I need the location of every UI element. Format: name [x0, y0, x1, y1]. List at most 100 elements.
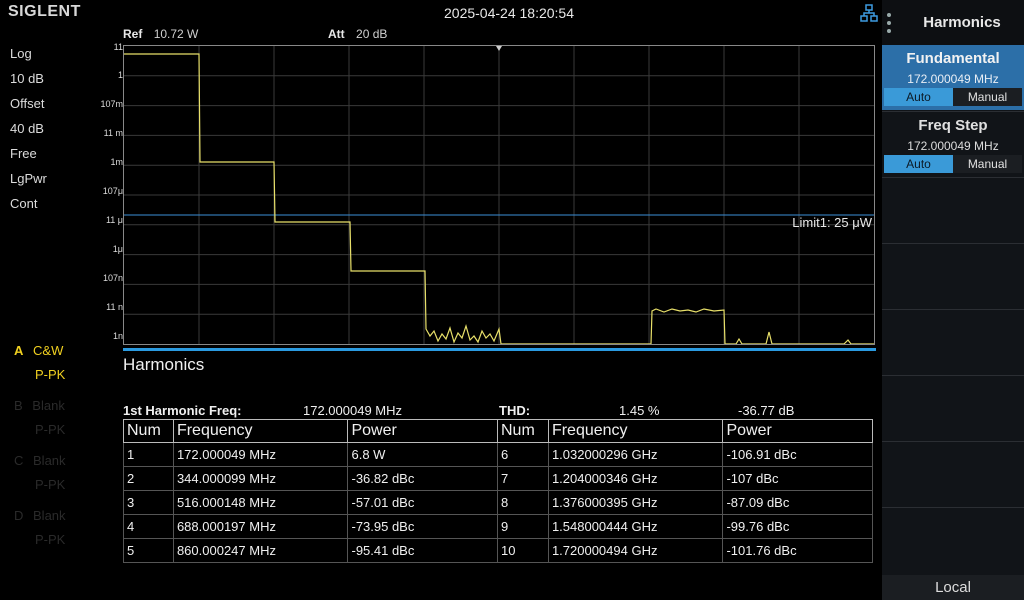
y-label: 11 n [106, 302, 123, 312]
thd-label: THD: [499, 403, 531, 418]
scale-type: Log [10, 46, 32, 61]
harmonic-frequency: 1.720000494 GHz [547, 538, 724, 563]
harmonic-num: 1 [123, 442, 174, 467]
harmonic-frequency: 1.548000444 GHz [547, 514, 724, 539]
trace-letter: B [14, 398, 23, 413]
limit-label: Limit1: 25 μW [792, 215, 872, 230]
harmonic-frequency: 1.204000346 GHz [547, 466, 724, 491]
network-icon [860, 4, 878, 22]
softkey-empty[interactable] [882, 507, 1024, 574]
softkey-empty[interactable] [882, 309, 1024, 375]
trace-letter: A [14, 343, 24, 358]
col-power: Power [347, 419, 498, 443]
trace-a-curve [124, 53, 874, 345]
offset-value: 40 dB [10, 121, 44, 136]
spectrum-plot[interactable]: Limit1: 25 μW [123, 45, 875, 345]
trace-a[interactable]: A C&W P-PK [14, 343, 65, 382]
table-row: 4 688.000197 MHz -73.95 dBc [123, 514, 498, 539]
fundamental-mode-toggle[interactable]: Auto Manual [884, 88, 1022, 106]
harmonic-power: -87.09 dBc [722, 490, 873, 515]
local-button[interactable]: Local [882, 575, 1024, 600]
harmonic-num: 5 [123, 538, 174, 563]
trace-d[interactable]: D Blank P-PK [14, 508, 66, 547]
table-row: 8 1.376000395 GHz -87.09 dBc [497, 490, 873, 515]
harmonic-power: -106.91 dBc [722, 442, 873, 467]
divider-bar [123, 348, 876, 351]
freq-step-softkey[interactable]: Freq Step 172.000049 MHz Auto Manual [882, 111, 1024, 176]
menu-handle-icon[interactable] [887, 13, 891, 37]
trace-mode: Blank [33, 453, 66, 468]
softkey-empty[interactable] [882, 441, 1024, 507]
harmonic-power: -99.76 dBc [722, 514, 873, 539]
table-row: 9 1.548000444 GHz -99.76 dBc [497, 514, 873, 539]
harmonic-frequency: 516.000148 MHz [172, 490, 349, 515]
first-harmonic-label: 1st Harmonic Freq: [123, 403, 242, 418]
first-harmonic-value: 172.000049 MHz [303, 403, 403, 418]
fundamental-value: 172.000049 MHz [907, 72, 999, 86]
grid [124, 46, 874, 344]
menu-title: Harmonics [923, 14, 1001, 31]
freq-step-mode-toggle[interactable]: Auto Manual [884, 155, 1022, 173]
col-num: Num [497, 419, 549, 443]
spectrum-svg [124, 46, 874, 345]
fundamental-softkey[interactable]: Fundamental 172.000049 MHz Auto Manual [882, 45, 1024, 110]
center-marker [496, 46, 502, 51]
fundamental-auto-option[interactable]: Auto [884, 88, 953, 106]
harmonic-power: -73.95 dBc [347, 514, 498, 539]
harmonic-num: 3 [123, 490, 174, 515]
table-header: Num Frequency Power [123, 419, 498, 443]
fundamental-manual-option[interactable]: Manual [953, 88, 1022, 106]
y-label: 1 [117, 70, 123, 80]
trace-detector: P-PK [35, 477, 66, 492]
table-row: 1 172.000049 MHz 6.8 W [123, 442, 498, 467]
harmonic-power: -95.41 dBc [347, 538, 498, 563]
harmonics-table-right: Num Frequency Power 6 1.032000296 GHz -1… [497, 419, 873, 563]
sweep-mode: Free [10, 146, 37, 161]
harmonic-power: -36.82 dBc [347, 466, 498, 491]
scale-div: 10 dB [10, 71, 44, 86]
harmonics-title: Harmonics [123, 355, 205, 374]
y-label: 1m [110, 157, 123, 167]
freq-step-label: Freq Step [918, 117, 988, 134]
offset-label: Offset [10, 96, 45, 111]
softkey-empty[interactable] [882, 177, 1024, 243]
menu-header [882, 0, 1024, 45]
scale-settings: Log 10 dB Offset 40 dB Free LgPwr Cont [10, 41, 47, 216]
harmonic-frequency: 860.000247 MHz [172, 538, 349, 563]
y-label: 11 m [103, 128, 123, 138]
harmonic-frequency: 1.032000296 GHz [547, 442, 724, 467]
ref-value: 10.72 W [153, 27, 199, 41]
harmonic-power: -57.01 dBc [347, 490, 498, 515]
table-row: 6 1.032000296 GHz -106.91 dBc [497, 442, 873, 467]
y-label: 107μ [102, 186, 123, 196]
datetime: 2025-04-24 18:20:54 [444, 5, 574, 21]
trace-mode: C&W [33, 343, 64, 358]
thd-db: -36.77 dB [738, 403, 795, 418]
harmonic-num: 10 [497, 538, 549, 563]
harmonic-num: 4 [123, 514, 174, 539]
thd-percent: 1.45 % [619, 403, 660, 418]
harmonic-frequency: 172.000049 MHz [172, 442, 349, 467]
harmonic-num: 2 [123, 466, 174, 491]
trace-detector: P-PK [35, 367, 66, 382]
table-row: 10 1.720000494 GHz -101.76 dBc [497, 538, 873, 563]
trace-c[interactable]: C Blank P-PK [14, 453, 66, 492]
trace-detector: P-PK [35, 532, 66, 547]
trace-b[interactable]: B Blank P-PK [14, 398, 65, 437]
harmonic-num: 6 [497, 442, 549, 467]
softkey-empty[interactable] [882, 375, 1024, 441]
brand-logo: SIGLENT [8, 3, 81, 20]
sweep-cont: Cont [10, 196, 38, 211]
freq-step-auto-option[interactable]: Auto [884, 155, 953, 173]
softkey-empty[interactable] [882, 243, 1024, 309]
table-row: 5 860.000247 MHz -95.41 dBc [123, 538, 498, 563]
col-num: Num [123, 419, 174, 443]
col-frequency: Frequency [172, 419, 349, 443]
trace-mode: Blank [33, 508, 66, 523]
freq-step-manual-option[interactable]: Manual [953, 155, 1022, 173]
harmonic-frequency: 344.000099 MHz [172, 466, 349, 491]
harmonic-num: 9 [497, 514, 549, 539]
harmonic-num: 7 [497, 466, 549, 491]
y-label: 107m [100, 99, 123, 109]
trace-letter: C [14, 453, 24, 468]
